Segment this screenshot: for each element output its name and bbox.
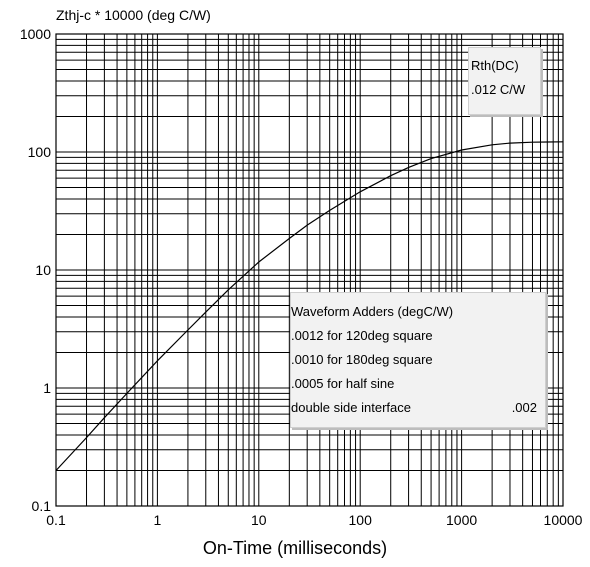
x-tick-label: 1000 <box>446 512 477 528</box>
adder-180deg-square: .0010 for 180deg square <box>291 352 433 367</box>
rth-dc-value: .012 C/W <box>471 82 526 97</box>
y-tick-label: 0.1 <box>32 498 52 514</box>
plot-frame <box>55 33 564 507</box>
waveform-adders-title: Waveform Adders (degC/W) <box>291 304 454 319</box>
x-tick-label: 100 <box>349 512 373 528</box>
y-tick-label: 100 <box>28 144 52 160</box>
adder-double-side-value: .002 <box>511 400 537 415</box>
y-tick-label: 1 <box>43 380 51 396</box>
adder-120deg-square: .0012 for 120deg square <box>291 328 433 343</box>
x-tick-label: 10000 <box>544 512 583 528</box>
adder-half-sine: .0005 for half sine <box>291 376 395 391</box>
y-tick-label: 1000 <box>20 26 51 42</box>
series-line <box>55 141 564 471</box>
x-tick-label: 1 <box>154 512 162 528</box>
x-tick-label: 0.1 <box>46 512 66 528</box>
y-axis-label: Zthj-c * 10000 (deg C/W) <box>56 7 211 23</box>
rth-dc-box: Rth(DC) .012 C/W <box>468 47 541 115</box>
rth-dc-label: Rth(DC) <box>471 58 519 73</box>
y-tick-label: 10 <box>35 262 51 278</box>
x-axis-label: On-Time (milliseconds) <box>202 538 388 558</box>
adder-double-side-label: double side interface <box>291 400 411 415</box>
waveform-adders-box: Waveform Adders (degC/W) .0012 for 120de… <box>290 292 546 428</box>
x-tick-label: 10 <box>251 512 267 528</box>
adder-double-side-row: double side interface .002 <box>291 396 545 420</box>
